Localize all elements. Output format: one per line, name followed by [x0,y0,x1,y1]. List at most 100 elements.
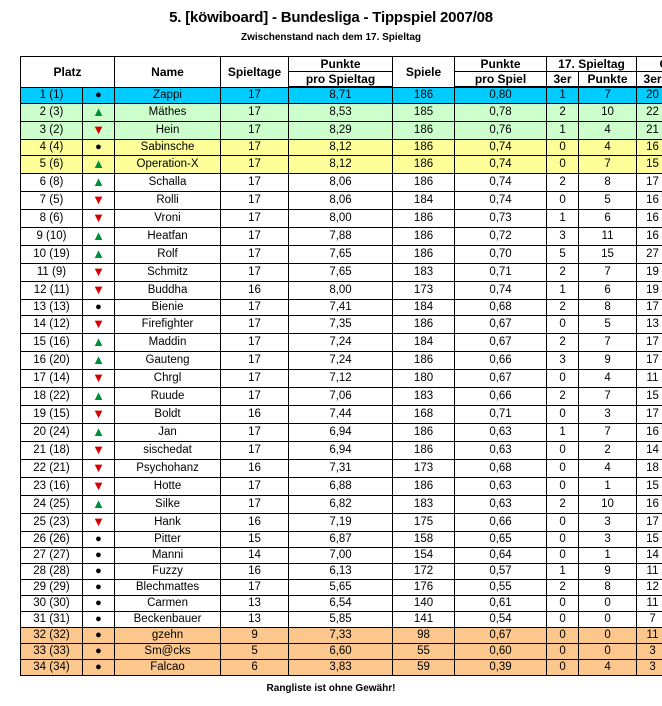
cell-trend: ● [81,139,116,156]
ranking-table: Platz Name Spieltage Punkte Spiele Punkt… [19,56,662,676]
cell-trend: ▼ [81,209,116,228]
cell-punkte-pro-spieltag: 8,06 [288,191,394,210]
cell-name: Mäthes [114,103,222,122]
header-row-top: Platz Name Spieltage Punkte Spiele Punkt… [19,56,662,88]
cell-name: Heatfan [114,227,222,246]
cell-punkte-pro-spiel: 0,65 [454,531,548,548]
cell-punkte-pro-spieltag: 8,71 [288,86,394,104]
arrow-up-icon: ▲ [92,228,105,244]
cell-gesamt-3er: 3 [636,659,662,676]
cell-name: Hank [114,513,222,532]
cell-platz: 13 (13) [20,299,83,316]
cell-name: Psychohanz [114,459,222,478]
cell-punkte-pro-spieltag: 7,65 [288,245,394,264]
cell-spieltage: 14 [220,547,290,564]
cell-name: Maddin [114,333,222,352]
cell-spieltag-punkte: 7 [578,86,638,104]
cell-name: Gauteng [114,351,222,370]
cell-spieltage: 17 [220,173,290,192]
col-header-gesamt-3er: 3er [636,71,662,88]
cell-name: Hotte [114,477,222,496]
cell-name: Jan [114,423,222,442]
cell-spiele: 55 [392,643,456,660]
cell-punkte-pro-spieltag: 6,54 [288,595,394,612]
col-header-spieltage: Spieltage [220,56,290,88]
cell-gesamt-3er: 11 [636,369,662,388]
cell-spiele: 140 [392,595,456,612]
cell-platz: 14 (12) [20,315,83,334]
cell-name: Falcao [114,659,222,676]
cell-gesamt-3er: 16 [636,423,662,442]
page-subtitle: Zwischenstand nach dem 17. Spieltag [240,32,422,43]
cell-punkte-pro-spieltag: 7,88 [288,227,394,246]
cell-gesamt-3er: 22 [636,103,662,122]
cell-punkte-pro-spieltag: 8,06 [288,173,394,192]
cell-spieltag-punkte: 11 [578,227,638,246]
cell-name: Blechmattes [114,579,222,596]
cell-spiele: 59 [392,659,456,676]
cell-platz: 4 (4) [20,139,83,156]
cell-spieltage: 6 [220,659,290,676]
cell-spieltage: 16 [220,281,290,300]
cell-spieltag-punkte: 7 [578,333,638,352]
cell-platz: 28 (28) [20,563,83,580]
cell-punkte-pro-spieltag: 7,24 [288,351,394,370]
cell-spieltage: 17 [220,423,290,442]
cell-spiele: 180 [392,369,456,388]
cell-punkte-pro-spieltag: 7,19 [288,513,394,532]
dot-unchanged-icon: ● [95,597,102,609]
cell-spiele: 186 [392,155,456,174]
cell-spieltag-punkte: 2 [578,441,638,460]
cell-trend: ▼ [81,191,116,210]
cell-gesamt-3er: 11 [636,563,662,580]
cell-spiele: 173 [392,281,456,300]
cell-trend: ▼ [81,477,116,496]
cell-name: Firefighter [114,315,222,334]
cell-punkte-pro-spieltag: 6,82 [288,495,394,514]
cell-trend: ● [81,611,116,628]
cell-punkte-pro-spiel: 0,66 [454,351,548,370]
cell-trend: ▼ [81,315,116,334]
cell-punkte-pro-spiel: 0,60 [454,643,548,660]
cell-spieltag-punkte: 4 [578,459,638,478]
col-header-spiele: Spiele [392,56,456,88]
cell-spieltag-3er: 2 [546,579,580,596]
cell-platz: 7 (5) [20,191,83,210]
cell-punkte-pro-spiel: 0,74 [454,281,548,300]
cell-gesamt-3er: 16 [636,209,662,228]
cell-punkte-pro-spiel: 0,78 [454,103,548,122]
cell-punkte-pro-spiel: 0,57 [454,563,548,580]
cell-spiele: 172 [392,563,456,580]
arrow-up-icon: ▲ [92,496,105,512]
cell-gesamt-3er: 19 [636,263,662,282]
cell-spieltage: 9 [220,627,290,644]
cell-spieltag-3er: 1 [546,281,580,300]
cell-gesamt-3er: 17 [636,299,662,316]
cell-platz: 30 (30) [20,595,83,612]
arrow-up-icon: ▲ [92,352,105,368]
cell-punkte-pro-spiel: 0,74 [454,191,548,210]
cell-spiele: 184 [392,333,456,352]
cell-spieltag-3er: 0 [546,643,580,660]
cell-name: Vroni [114,209,222,228]
cell-spieltage: 17 [220,351,290,370]
cell-punkte-pro-spieltag: 6,94 [288,423,394,442]
col-header-punkte-pro-spiel-line2: pro Spiel [454,71,548,88]
cell-trend: ▲ [81,103,116,122]
cell-trend: ▲ [81,423,116,442]
cell-punkte-pro-spiel: 0,70 [454,245,548,264]
cell-spiele: 158 [392,531,456,548]
